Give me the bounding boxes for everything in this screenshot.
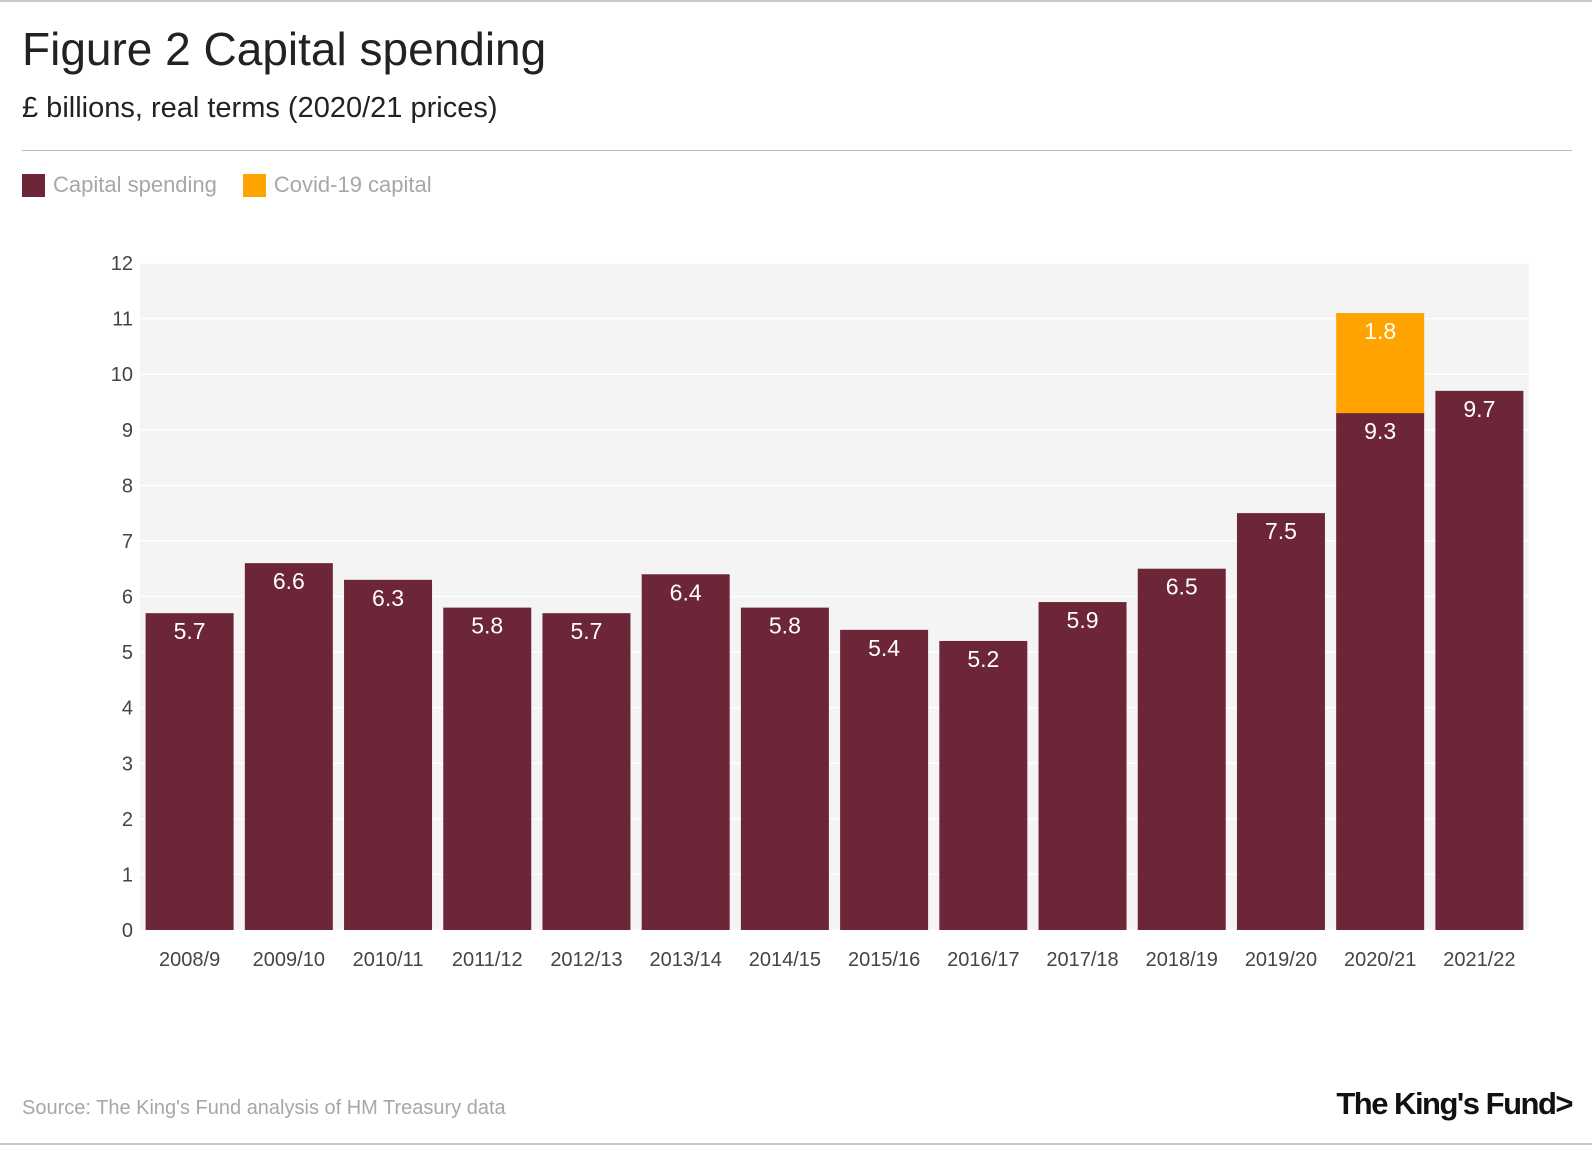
bar-capital-spending <box>1336 413 1425 930</box>
x-tick-label: 2015/16 <box>848 949 920 971</box>
x-tick-label: 2021/22 <box>1443 949 1515 971</box>
data-label: 7.5 <box>1265 518 1297 544</box>
data-label: 6.6 <box>273 568 305 594</box>
data-label: 6.4 <box>670 579 702 605</box>
data-label: 5.2 <box>967 646 999 672</box>
top-rule <box>0 0 1592 2</box>
x-tick-label: 2016/17 <box>947 949 1019 971</box>
bar-capital-spending <box>1137 568 1226 930</box>
y-tick-label: 1 <box>122 864 133 886</box>
bottom-rule <box>0 1143 1592 1145</box>
kings-fund-logo: The King's Fund> <box>1336 1086 1573 1121</box>
legend: Capital spending Covid-19 capital <box>22 172 458 198</box>
y-tick-label: 6 <box>122 587 133 609</box>
x-tick-label: 2009/10 <box>253 949 325 971</box>
legend-label-capital-spending: Capital spending <box>53 172 217 197</box>
data-label: 9.7 <box>1463 396 1495 422</box>
legend-swatch-capital-spending <box>22 173 45 197</box>
bar-capital-spending <box>740 607 829 930</box>
chart-title: Figure 2 Capital spending <box>22 23 547 75</box>
bar-capital-spending <box>840 629 929 930</box>
bar-capital-spending <box>641 574 730 930</box>
legend-label-covid-capital: Covid-19 capital <box>273 172 432 197</box>
bar-capital-spending <box>1435 390 1524 930</box>
y-tick-label: 11 <box>112 309 133 331</box>
x-tick-label: 2020/21 <box>1344 949 1416 971</box>
legend-item-covid-capital[interactable]: Covid-19 capital <box>242 172 432 198</box>
bar-capital-spending <box>145 613 234 930</box>
bar-capital-spending <box>939 640 1028 930</box>
x-tick-label: 2010/11 <box>353 949 424 971</box>
y-tick-label: 8 <box>122 475 133 497</box>
chart-subtitle: £ billions, real terms (2020/21 prices) <box>22 92 498 124</box>
data-label: 6.5 <box>1166 574 1198 600</box>
data-label: 5.8 <box>769 613 801 639</box>
data-label: 5.7 <box>174 618 206 644</box>
x-tick-label: 2012/13 <box>550 949 622 971</box>
bar-capital-spending <box>344 579 433 930</box>
legend-swatch-covid-capital <box>242 173 266 197</box>
x-tick-label: 2019/20 <box>1245 949 1317 971</box>
x-tick-label: 2008/9 <box>159 949 220 971</box>
bar-covid-capital <box>1336 313 1425 414</box>
data-label: 1.8 <box>1364 318 1396 344</box>
y-tick-label: 10 <box>111 364 133 386</box>
data-label: 5.8 <box>471 613 503 639</box>
x-tick-label: 2013/14 <box>650 949 722 971</box>
bar-capital-spending <box>244 563 333 930</box>
y-tick-label: 4 <box>122 698 133 720</box>
y-tick-label: 0 <box>122 920 133 942</box>
bar-capital-spending <box>443 607 532 930</box>
y-tick-label: 12 <box>111 253 133 275</box>
bar-chart: 01234567891011125.72008/96.62009/106.320… <box>111 253 1529 971</box>
x-tick-label: 2014/15 <box>749 949 821 971</box>
bar-capital-spending <box>1236 513 1325 930</box>
legend-item-capital-spending[interactable]: Capital spending <box>22 172 217 198</box>
data-label: 5.9 <box>1067 607 1099 633</box>
bar-capital-spending <box>542 613 631 930</box>
y-tick-label: 2 <box>122 809 133 831</box>
data-label: 6.3 <box>372 585 404 611</box>
data-label: 5.4 <box>868 635 900 661</box>
y-tick-label: 5 <box>122 642 133 664</box>
data-label: 9.3 <box>1364 418 1396 444</box>
y-tick-label: 7 <box>122 531 133 553</box>
x-tick-label: 2018/19 <box>1146 949 1218 971</box>
source-note: Source: The King's Fund analysis of HM T… <box>22 1097 506 1119</box>
bar-capital-spending <box>1038 602 1127 930</box>
y-tick-label: 9 <box>122 420 133 442</box>
y-tick-label: 3 <box>122 753 133 775</box>
x-tick-label: 2017/18 <box>1046 949 1118 971</box>
data-label: 5.7 <box>570 618 602 644</box>
x-tick-label: 2011/12 <box>452 949 523 971</box>
header-divider <box>22 150 1572 151</box>
